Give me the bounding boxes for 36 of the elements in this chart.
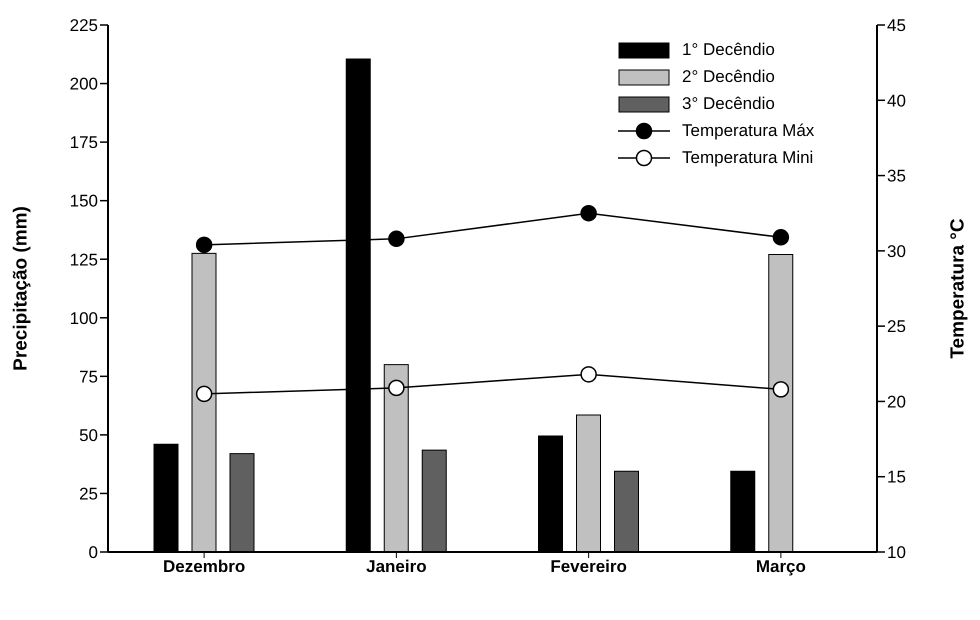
legend-label: Temperatura Máx (682, 120, 814, 140)
x-tick-label: Fevereiro (550, 557, 627, 576)
y2-tick-label: 20 (887, 392, 906, 412)
x-tick-label: Janeiro (366, 557, 427, 576)
legend-label: 2° Decêndio (682, 66, 775, 86)
legend-label: Temperatura Mini (682, 148, 814, 168)
y2-tick-label: 35 (887, 166, 906, 186)
y2-tick-label: 15 (887, 468, 906, 487)
point (580, 204, 597, 222)
point (772, 381, 790, 398)
legend-label: 1° Decêndio (682, 40, 775, 60)
x-tick-label: Março (756, 557, 806, 576)
legend-label: 3° Decêndio (682, 94, 775, 114)
point (388, 230, 405, 248)
y-tick-label: 25 (79, 484, 98, 504)
point (196, 386, 212, 402)
y-tick-label: 225 (70, 16, 98, 36)
y-tick-label: 50 (79, 426, 98, 445)
point (772, 229, 790, 246)
y-tick-label: 75 (79, 367, 98, 386)
y2-tick-label: 10 (887, 543, 906, 562)
y-tick-label: 100 (70, 308, 98, 328)
x-tick-label: Dezembro (163, 557, 246, 576)
y-tick-label: 175 (70, 133, 98, 152)
point (388, 380, 405, 396)
y-axis-title: Precipitação (mm) (10, 206, 32, 371)
y2-tick-label: 45 (887, 16, 906, 36)
y2-tick-label: 40 (887, 91, 906, 110)
y2-tick-label: 30 (887, 242, 906, 261)
y-tick-label: 200 (70, 74, 98, 94)
y2-tick-label: 25 (887, 317, 906, 336)
point (196, 236, 212, 254)
y-tick-label: 150 (70, 192, 98, 211)
y2-axis-title: Temperatura °C (948, 218, 969, 359)
y-tick-label: 125 (70, 250, 98, 270)
y-tick-label: 0 (88, 543, 98, 562)
